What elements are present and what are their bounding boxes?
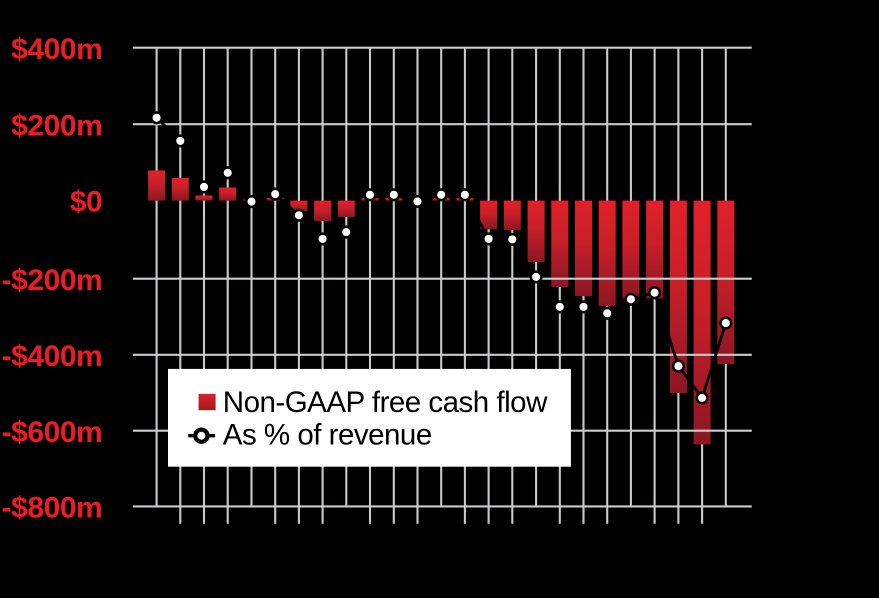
svg-text:$0: $0 bbox=[70, 186, 102, 219]
svg-text:-$400m: -$400m bbox=[2, 340, 103, 373]
svg-text:-$200m: -$200m bbox=[2, 264, 103, 297]
svg-text:-$600m: -$600m bbox=[2, 416, 103, 449]
svg-text:Non-GAAP free cash flow: Non-GAAP free cash flow bbox=[223, 386, 548, 419]
svg-text:As % of revenue: As % of revenue bbox=[223, 418, 432, 451]
svg-text:$200m: $200m bbox=[11, 109, 102, 142]
svg-text:$400m: $400m bbox=[11, 33, 102, 66]
svg-text:-$800m: -$800m bbox=[2, 492, 103, 525]
